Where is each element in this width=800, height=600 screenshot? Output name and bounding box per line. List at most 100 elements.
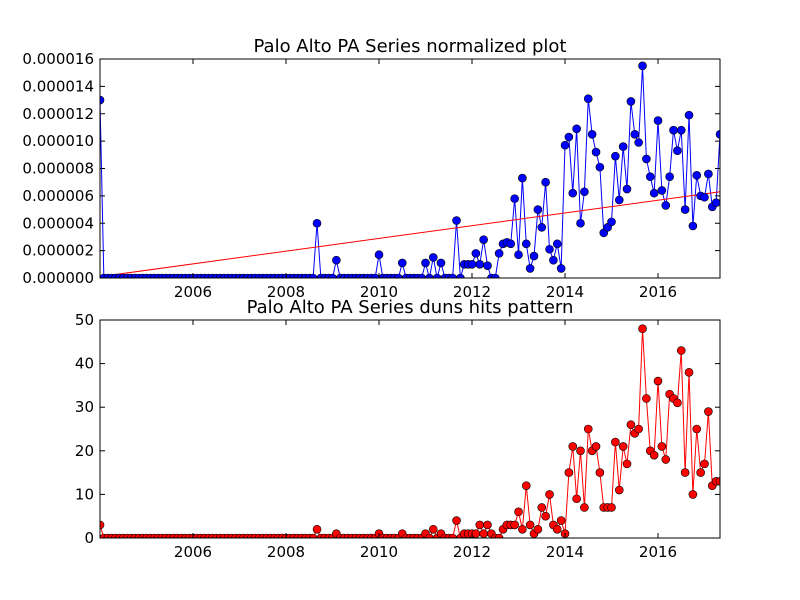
data-point	[692, 424, 702, 434]
data-point	[483, 261, 492, 270]
y-tick-label: 30	[75, 398, 94, 416]
x-tick-label: 2012	[453, 543, 491, 561]
data-point	[630, 129, 640, 139]
x-tick-label: 2016	[639, 543, 677, 561]
x-tick-label: 2010	[360, 543, 398, 561]
data-point	[471, 529, 481, 538]
y-tick-label: 0.000000	[22, 269, 94, 287]
x-tick-label: 2006	[174, 283, 212, 301]
y-tick-label: 40	[75, 355, 94, 373]
data-point	[537, 503, 547, 512]
data-point	[680, 468, 690, 477]
data-point	[642, 154, 651, 164]
x-tick-label: 2010	[360, 283, 398, 301]
data-point	[556, 264, 566, 273]
data-point	[572, 124, 581, 134]
y-tick-label: 0.000006	[22, 187, 94, 205]
data-point	[626, 97, 636, 106]
data-point	[580, 187, 589, 197]
data-point	[618, 142, 628, 151]
data-point	[448, 533, 457, 538]
data-point	[580, 503, 589, 512]
data-point	[510, 194, 519, 203]
data-point	[583, 94, 593, 103]
data-point	[456, 273, 465, 278]
data-point	[626, 420, 636, 429]
data-point	[560, 140, 570, 150]
data-point	[545, 490, 554, 499]
data-point	[696, 468, 705, 477]
series-line	[100, 65, 720, 278]
data-point	[529, 251, 539, 261]
data-point	[704, 407, 713, 416]
data-point	[421, 258, 430, 268]
data-point	[595, 468, 605, 477]
data-point	[607, 503, 616, 512]
data-point	[417, 273, 426, 278]
y-tick-label: 10	[75, 485, 94, 503]
y-tick-label: 0	[84, 529, 94, 547]
data-point	[645, 172, 655, 182]
data-point	[494, 533, 504, 538]
data-point	[653, 116, 663, 125]
data-point	[684, 110, 694, 120]
data-point	[638, 324, 647, 334]
data-point	[680, 205, 690, 214]
data-point	[638, 61, 647, 71]
y-tick-label: 0.000016	[22, 50, 94, 68]
data-point	[657, 442, 667, 451]
data-point	[607, 217, 616, 227]
data-point	[100, 520, 105, 530]
data-point	[692, 171, 702, 180]
data-point	[452, 216, 461, 225]
x-tick-label: 2008	[267, 543, 305, 561]
data-point	[564, 468, 574, 477]
data-point	[545, 244, 554, 254]
y-tick-label: 0.000014	[22, 77, 94, 95]
data-point	[704, 169, 713, 179]
data-point	[370, 273, 380, 278]
data-point	[308, 273, 318, 278]
chart-title: Palo Alto PA Series normalized plot	[254, 36, 567, 57]
x-tick-label: 2012	[453, 283, 491, 301]
data-point	[549, 255, 558, 265]
data-point	[564, 132, 574, 142]
data-point	[100, 95, 105, 105]
data-point	[428, 253, 438, 262]
data-point	[448, 273, 457, 278]
data-point	[576, 218, 585, 228]
x-tick-label: 2016	[639, 283, 677, 301]
x-tick-label: 2006	[174, 543, 212, 561]
data-point	[452, 516, 461, 525]
data-point	[634, 424, 643, 434]
data-point	[312, 524, 322, 534]
data-point	[649, 450, 659, 460]
data-point	[518, 173, 527, 183]
y-tick-label: 0.000008	[22, 160, 94, 178]
data-point	[591, 147, 601, 157]
data-point	[688, 221, 698, 231]
data-point	[537, 223, 547, 232]
data-point	[614, 485, 624, 495]
data-point	[556, 516, 566, 525]
data-point	[490, 273, 500, 278]
data-point	[521, 239, 531, 249]
chart-title: Palo Alto PA Series duns hits pattern	[247, 297, 574, 318]
data-point	[533, 205, 543, 214]
data-point	[432, 273, 442, 278]
plot-area	[100, 324, 720, 538]
data-point	[673, 146, 682, 156]
y-tick-label: 0.000010	[22, 132, 94, 150]
data-point	[494, 249, 504, 258]
axes-frame	[99, 319, 721, 539]
data-point	[541, 511, 550, 521]
series-line	[100, 328, 720, 538]
data-point	[521, 481, 531, 490]
trend-line	[100, 191, 720, 278]
data-point	[525, 520, 535, 530]
data-point	[568, 188, 578, 198]
data-point	[653, 376, 663, 386]
data-point	[533, 524, 543, 534]
data-point	[711, 198, 720, 208]
